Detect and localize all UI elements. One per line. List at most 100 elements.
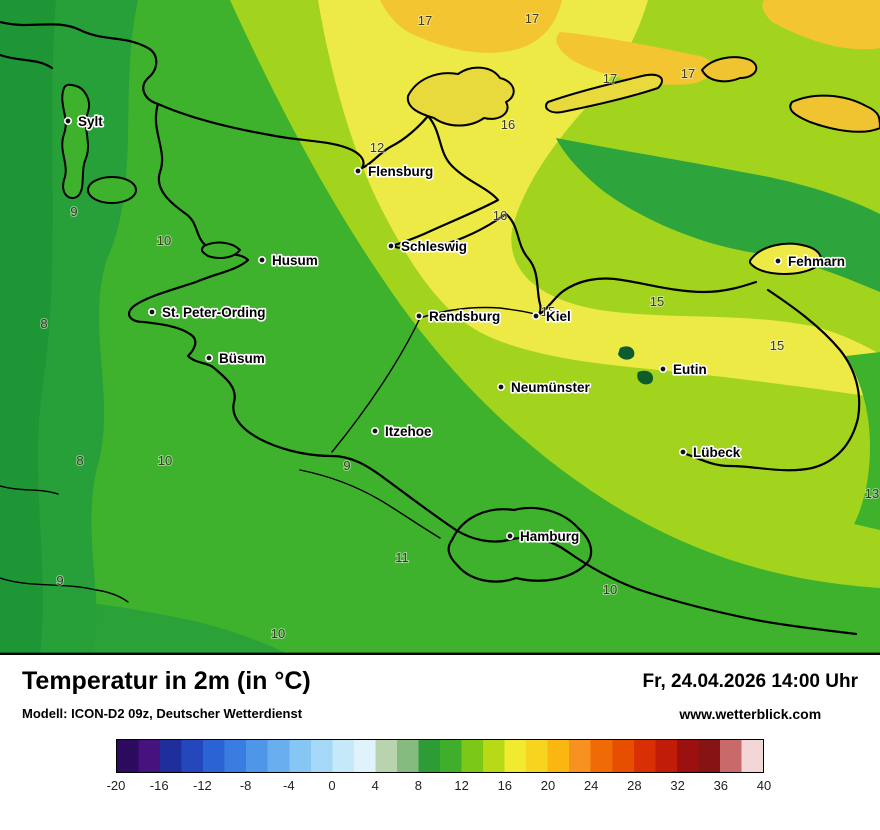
temperature-labels-layer: 17 17 17 17 16 12 9 10 16 8 15 15 15 8 10 9 13 11 9 10 10 bbox=[39, 10, 880, 642]
city-marker: Hamburg bbox=[505, 527, 581, 546]
city-label: Husum bbox=[272, 253, 318, 268]
city-marker: Schleswig bbox=[386, 237, 469, 256]
hamburg-border bbox=[447, 506, 593, 583]
temp-value-label: 17 bbox=[525, 11, 539, 26]
temp-region-northsea-darkest bbox=[0, 0, 56, 655]
temp-region-orange-3 bbox=[762, 0, 880, 50]
temp-value-label: 10 bbox=[271, 626, 285, 641]
map-footer: Temperatur in 2m (in °C) Modell: ICON-D2… bbox=[0, 655, 880, 830]
marsh-line-1 bbox=[0, 485, 59, 495]
temp-value-label: 12 bbox=[370, 140, 384, 155]
city-dot bbox=[678, 447, 687, 456]
temp-value-label: 17 bbox=[603, 71, 617, 86]
city-dot bbox=[496, 382, 505, 391]
map-title: Temperatur in 2m (in °C) bbox=[22, 667, 311, 695]
colorbar-tick-label: 24 bbox=[583, 778, 599, 793]
city-label: Kiel bbox=[546, 309, 571, 324]
temp-region-orange-2 bbox=[556, 32, 714, 85]
footer-header: Temperatur in 2m (in °C) Modell: ICON-D2… bbox=[22, 667, 858, 722]
city-marker: St. Peter-Ording bbox=[148, 303, 267, 322]
city-dot bbox=[773, 256, 782, 265]
city-label: Lübeck bbox=[693, 445, 741, 460]
city-dot bbox=[148, 307, 157, 316]
temp-value-label: 11 bbox=[395, 550, 409, 565]
city-label: Eutin bbox=[673, 362, 707, 377]
city-label: Büsum bbox=[219, 351, 265, 366]
temp-value-label: 9 bbox=[343, 458, 350, 473]
city-marker: Flensburg bbox=[353, 162, 435, 181]
colorbar-tick-label: -8 bbox=[239, 778, 252, 793]
city-dot bbox=[505, 531, 514, 540]
city-marker: Rendsburg bbox=[414, 307, 502, 326]
city-dot bbox=[257, 255, 266, 264]
colorbar-tick-label: 16 bbox=[497, 778, 513, 793]
kiel-canal bbox=[331, 306, 535, 453]
marsh-line-2 bbox=[0, 577, 129, 603]
temperature-map: 17 17 17 17 16 12 9 10 16 8 15 15 15 8 10 9 13 11 9 10 10 Sy… bbox=[0, 0, 880, 655]
city-dot bbox=[414, 311, 423, 320]
footer-right: Fr, 24.04.2026 14:00 Uhr www.wetterblick… bbox=[643, 667, 858, 722]
city-marker: Lübeck bbox=[678, 443, 742, 462]
city-label: Flensburg bbox=[368, 164, 433, 179]
temp-value-label: 15 bbox=[770, 338, 784, 353]
footer-left: Temperatur in 2m (in °C) Modell: ICON-D2… bbox=[22, 667, 311, 721]
colorbar-tick-label: 32 bbox=[670, 778, 685, 793]
city-dot bbox=[531, 311, 540, 320]
colorbar-tick-label: -4 bbox=[283, 778, 295, 793]
colorbar-tick-label: 36 bbox=[713, 778, 729, 793]
city-dot bbox=[386, 242, 395, 251]
temp-value-label: 16 bbox=[493, 208, 507, 223]
temp-value-label: 8 bbox=[76, 453, 83, 468]
city-dot bbox=[658, 364, 667, 373]
city-label: Rendsburg bbox=[429, 309, 500, 324]
city-marker: Fehmarn bbox=[773, 252, 847, 271]
island-fehmarn bbox=[748, 242, 822, 275]
elbe-south-bank bbox=[299, 469, 441, 539]
temp-value-label: 10 bbox=[157, 233, 171, 248]
lake-ploen-2 bbox=[637, 370, 654, 385]
city-label: St. Peter-Ording bbox=[162, 305, 266, 320]
coastline-denmark-northwest bbox=[0, 20, 160, 106]
temp-value-label: 10 bbox=[158, 453, 172, 468]
temperature-scale: -20 -16 -12 -8 -4 0 4 8 12 16 20 24 28 32 36 40 bbox=[107, 739, 772, 796]
city-dot bbox=[205, 353, 214, 362]
city-marker: Husum bbox=[257, 251, 319, 270]
colorbar-tick-label: 8 bbox=[414, 778, 423, 793]
forecast-datetime: Fr, 24.04.2026 14:00 Uhr bbox=[642, 671, 858, 692]
coastline-inlet bbox=[0, 53, 54, 70]
colorbar-ticks: -20 -16 -12 -8 -4 0 4 8 12 16 20 24 28 32 36 40 bbox=[107, 778, 772, 796]
city-markers-layer: Sylt Flensburg Husum Schleswig St. Peter-Ord… bbox=[64, 112, 847, 546]
island-aeroe bbox=[544, 73, 663, 114]
temp-value-label: 17 bbox=[418, 13, 432, 28]
colorbar-gradient bbox=[116, 739, 764, 773]
city-label: Itzehoe bbox=[385, 424, 432, 439]
city-label: Neumünster bbox=[511, 380, 591, 395]
temp-value-label: 10 bbox=[603, 582, 617, 597]
colorbar-tick-label: 4 bbox=[371, 778, 379, 793]
island-langeland bbox=[789, 94, 880, 133]
temp-value-label: 15 bbox=[541, 304, 555, 319]
city-dot bbox=[370, 426, 379, 435]
city-label: Schleswig bbox=[401, 239, 467, 254]
peninsula-nordstrand bbox=[200, 241, 241, 259]
temp-region-south-green bbox=[242, 555, 880, 655]
coastline-luebeck-bay bbox=[684, 288, 861, 472]
city-label: Hamburg bbox=[520, 529, 579, 544]
temp-region-orange-1 bbox=[380, 0, 562, 53]
city-marker: Kiel bbox=[531, 307, 572, 326]
temp-value-label: 16 bbox=[501, 117, 515, 132]
island-sylt bbox=[61, 83, 90, 199]
island-small-north bbox=[701, 56, 758, 83]
temp-value-label: 13 bbox=[865, 486, 879, 501]
city-marker: Büsum bbox=[205, 349, 266, 368]
temp-value-label: 9 bbox=[70, 204, 77, 219]
colorbar-tick-label: 0 bbox=[328, 778, 336, 793]
city-label: Sylt bbox=[78, 114, 103, 129]
temp-region-east-strip bbox=[846, 352, 880, 530]
colorbar-tick-label: -20 bbox=[106, 778, 126, 793]
temp-value-label: 9 bbox=[56, 573, 63, 588]
colorbar-tick-label: -16 bbox=[149, 778, 169, 793]
model-info: Modell: ICON-D2 09z, Deutscher Wetterdie… bbox=[22, 706, 303, 721]
city-marker: Itzehoe bbox=[370, 422, 434, 441]
